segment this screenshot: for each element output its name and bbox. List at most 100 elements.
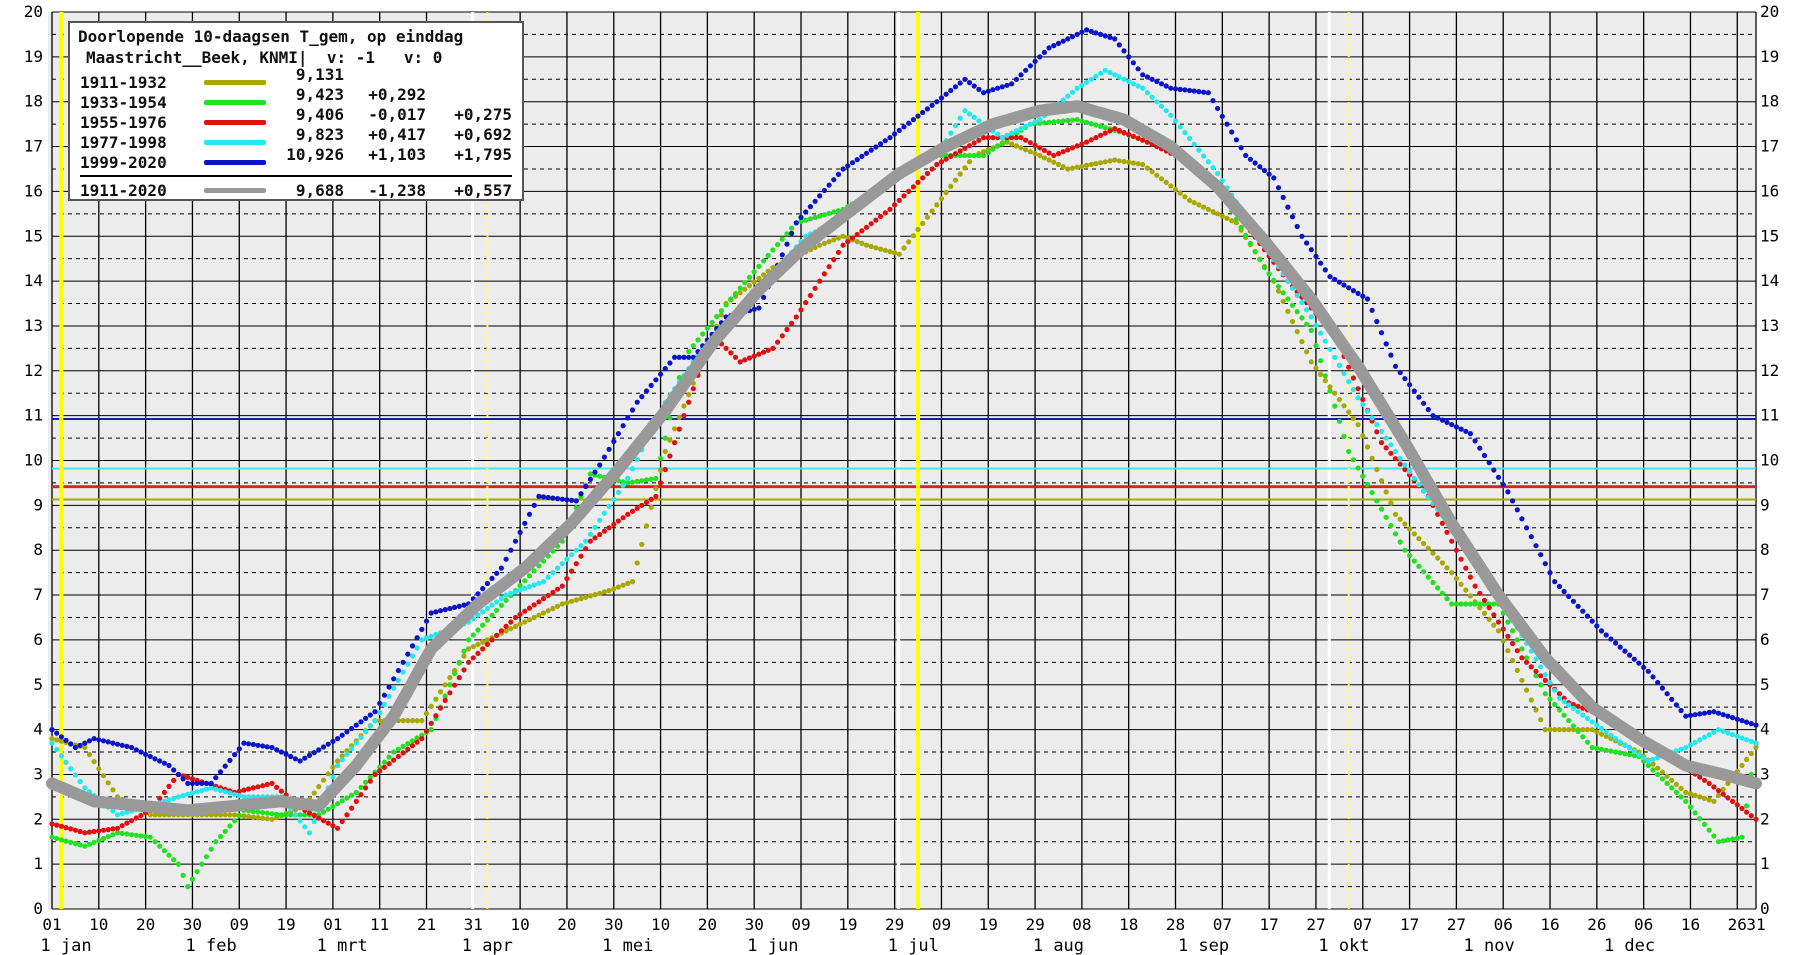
data-point	[887, 135, 893, 141]
data-point	[54, 746, 60, 753]
data-point	[1182, 87, 1188, 93]
data-point	[990, 146, 996, 152]
data-point	[990, 87, 996, 93]
data-point	[494, 599, 500, 605]
data-point	[199, 787, 205, 794]
data-point	[1407, 553, 1413, 559]
data-point	[718, 308, 725, 314]
data-point	[1715, 710, 1722, 716]
data-point	[274, 784, 280, 790]
data-point	[498, 565, 504, 571]
data-point	[409, 643, 416, 649]
data-point	[1172, 187, 1179, 193]
data-point	[1037, 54, 1043, 60]
data-point	[367, 723, 373, 729]
data-point	[896, 197, 902, 203]
data-point	[433, 713, 439, 719]
data-point	[1327, 346, 1333, 352]
data-point	[1519, 677, 1525, 683]
data-point	[1481, 601, 1488, 607]
data-point	[512, 589, 519, 595]
data-point	[948, 153, 954, 159]
data-point	[222, 789, 228, 795]
x-tick-label: 30	[745, 915, 764, 934]
data-point	[447, 682, 453, 688]
data-point	[255, 742, 261, 748]
y-tick-label-right: 11	[1760, 406, 1779, 425]
data-point	[849, 160, 856, 166]
data-point	[658, 455, 664, 461]
data-point	[966, 159, 973, 165]
data-point	[358, 734, 364, 741]
data-point	[503, 592, 509, 598]
data-point	[363, 779, 369, 785]
data-point	[189, 876, 195, 882]
data-point	[873, 245, 879, 251]
data-point	[189, 776, 195, 782]
data-point	[217, 787, 224, 794]
x-tick-label: 01	[42, 915, 61, 934]
data-point	[1598, 746, 1605, 752]
data-point	[901, 124, 907, 130]
data-point	[1313, 365, 1319, 371]
data-point	[1023, 123, 1029, 129]
data-point	[854, 239, 860, 245]
data-point	[274, 747, 280, 753]
data-point	[1453, 575, 1459, 582]
data-point	[1121, 158, 1127, 165]
data-point	[1374, 429, 1380, 435]
data-point	[175, 794, 181, 800]
data-point	[1327, 388, 1333, 394]
data-point	[124, 743, 130, 750]
data-point	[1613, 749, 1619, 755]
data-point	[175, 861, 181, 867]
data-point	[1304, 240, 1310, 246]
data-point	[1013, 135, 1020, 141]
data-point	[1739, 805, 1745, 812]
data-point	[564, 497, 570, 503]
data-point	[1589, 744, 1595, 751]
data-point	[639, 394, 645, 400]
data-point	[269, 744, 275, 751]
data-point	[1261, 265, 1268, 271]
data-point	[367, 712, 373, 718]
data-point	[405, 661, 411, 667]
data-point	[962, 152, 968, 159]
y-tick-label-right: 15	[1760, 226, 1779, 245]
data-point	[681, 403, 687, 409]
x-month-label: 1 sep	[1178, 936, 1229, 955]
data-point	[1519, 655, 1525, 661]
data-point	[1407, 469, 1413, 475]
data-point	[653, 486, 659, 492]
data-point	[746, 283, 753, 289]
column-header-prev: v: -1	[326, 48, 375, 67]
y-tick-label-left: 2	[33, 809, 43, 828]
y-tick-label-right: 4	[1760, 720, 1770, 739]
data-point	[700, 331, 706, 337]
data-point	[559, 601, 565, 607]
data-point	[1744, 756, 1750, 763]
data-point	[1037, 117, 1043, 123]
data-point	[1542, 561, 1548, 567]
x-tick-label: 10	[89, 915, 108, 934]
data-point	[96, 828, 102, 834]
data-point	[1046, 45, 1052, 51]
data-point	[1327, 384, 1333, 390]
data-point	[1425, 574, 1431, 580]
data-point	[1622, 648, 1628, 654]
data-point	[676, 414, 682, 420]
data-point	[966, 152, 973, 159]
x-tick-label: 31	[1746, 915, 1765, 934]
data-point	[189, 780, 195, 787]
data-point	[1687, 791, 1694, 797]
data-point	[1397, 455, 1403, 461]
data-point	[63, 825, 69, 831]
data-point	[1322, 373, 1328, 379]
data-point	[138, 833, 144, 839]
data-point	[1495, 474, 1502, 480]
data-point	[1566, 593, 1572, 600]
data-point	[1533, 656, 1539, 662]
data-point	[335, 825, 341, 831]
data-point	[882, 138, 888, 144]
data-point	[1088, 76, 1094, 82]
